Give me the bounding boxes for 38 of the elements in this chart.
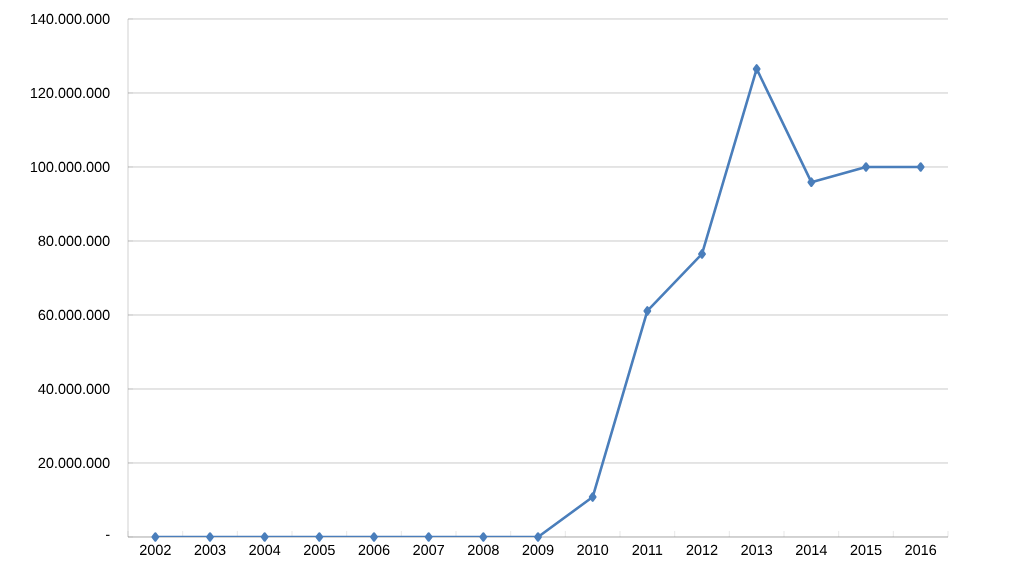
y-tick-label: - [105, 534, 110, 536]
point [643, 306, 652, 316]
x-tick-label: 2016 [905, 544, 937, 556]
x-tick-label: 2014 [796, 544, 827, 556]
point [260, 532, 269, 542]
y-tick-label: 60.000.000 [38, 309, 110, 321]
x-tick-label: 2008 [468, 544, 499, 556]
point [206, 532, 214, 542]
y-tick-label: 20.000.000 [38, 457, 110, 469]
x-tick-label: 2005 [304, 544, 335, 556]
y-tick-label: 100.000.000 [30, 161, 110, 173]
x-tick-label: 2015 [850, 544, 882, 556]
point [315, 532, 324, 542]
x-tick-label: 2013 [741, 544, 773, 556]
x-tick-label: 2004 [249, 544, 281, 556]
y-tick-label: 140.000.000 [30, 13, 110, 25]
x-tick-label: 2012 [686, 544, 718, 556]
x-tick-label: 2003 [194, 544, 226, 556]
x-tick-label: 2002 [140, 544, 171, 556]
y-tick-label: 40.000.000 [38, 383, 110, 395]
point [807, 177, 816, 187]
point [752, 64, 761, 74]
point [479, 532, 488, 542]
y-tick-label: 80.000.000 [38, 235, 110, 247]
point [588, 492, 597, 502]
point [862, 162, 870, 172]
x-tick-label: 2011 [632, 544, 663, 556]
point [534, 532, 542, 542]
x-tick-label: 2010 [577, 544, 609, 556]
point [424, 532, 433, 542]
x-tick-label: 2006 [358, 544, 390, 556]
x-tick-label: 2009 [522, 544, 554, 556]
point [151, 532, 160, 542]
point [698, 249, 706, 259]
point [370, 532, 378, 542]
y-tick-label: 120.000.000 [30, 87, 110, 99]
x-tick-label: 2007 [413, 544, 445, 556]
point [916, 162, 925, 172]
